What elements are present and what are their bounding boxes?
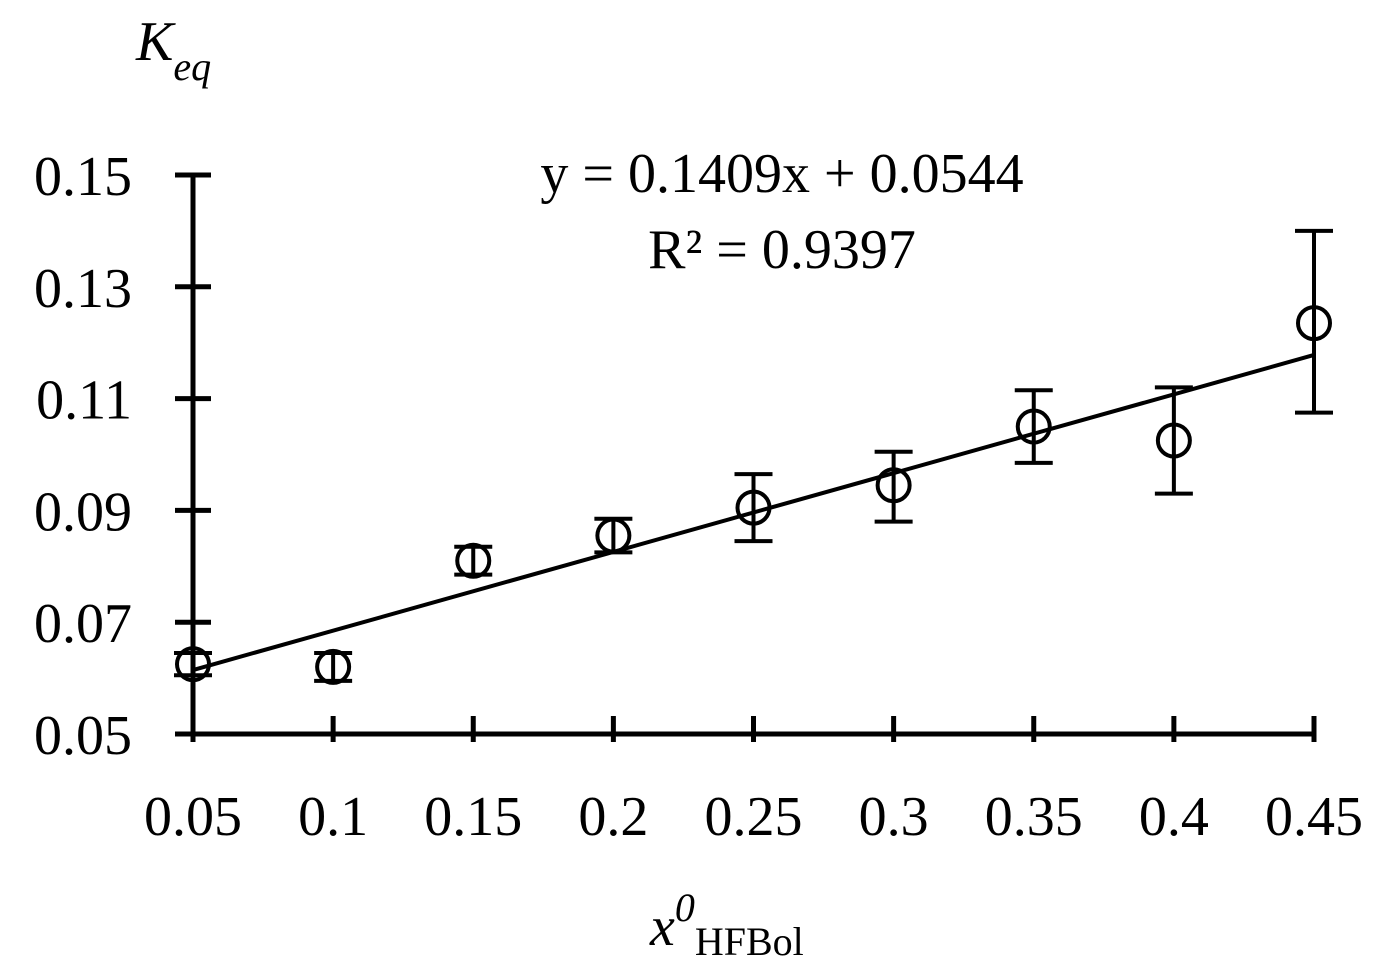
data-point [1296,305,1332,342]
trendline-r-squared: R² = 0.9397 [648,219,916,281]
x-tick-label: 0.2 [578,786,648,848]
y-axis-title: Keq [135,11,211,89]
y-axis-title-subscript: eq [173,44,211,89]
y-tick-label: 0.07 [34,593,132,655]
y-tick-label: 0.09 [34,481,132,543]
x-axis-title-subscript: HFBol [695,919,804,964]
data-point [1015,408,1052,445]
data-points-layer [174,228,1333,685]
x-tick-label: 0.35 [985,786,1083,848]
x-tick-label: 0.05 [144,786,242,848]
x-tick-label: 0.15 [424,786,522,848]
data-point [455,542,492,579]
x-axis-title-main: x [649,896,675,958]
data-point [595,517,632,554]
axes: 0.05 0.07 0.09 0.11 0.13 0.15 0.05 0.1 0.15 0.2 0.… [34,146,1363,848]
x-tick-label: 0.45 [1265,786,1363,848]
y-tick-label: 0.13 [34,258,132,320]
x-tick-label: 0.25 [705,786,803,848]
labels-layer: y = 0.1409x + 0.0544 R² = 0.9397 Keq x0H… [135,11,1024,964]
data-point [175,646,211,683]
x-tick-label: 0.3 [859,786,929,848]
data-point [735,489,772,526]
x-tick-label: 0.4 [1139,786,1209,848]
x-tick-label: 0.1 [298,786,368,848]
x-axis-title-superscript: 0 [675,885,695,930]
y-tick-label: 0.11 [36,370,132,432]
data-point [875,467,912,504]
x-axis-title: x0HFBol [649,885,804,964]
data-point [315,648,352,685]
y-tick-label: 0.05 [34,705,132,767]
y-axis-title-main: K [135,11,176,73]
data-point [1155,422,1192,459]
trendline-equation: y = 0.1409x + 0.0544 [540,143,1023,205]
y-tick-label: 0.15 [34,146,132,208]
